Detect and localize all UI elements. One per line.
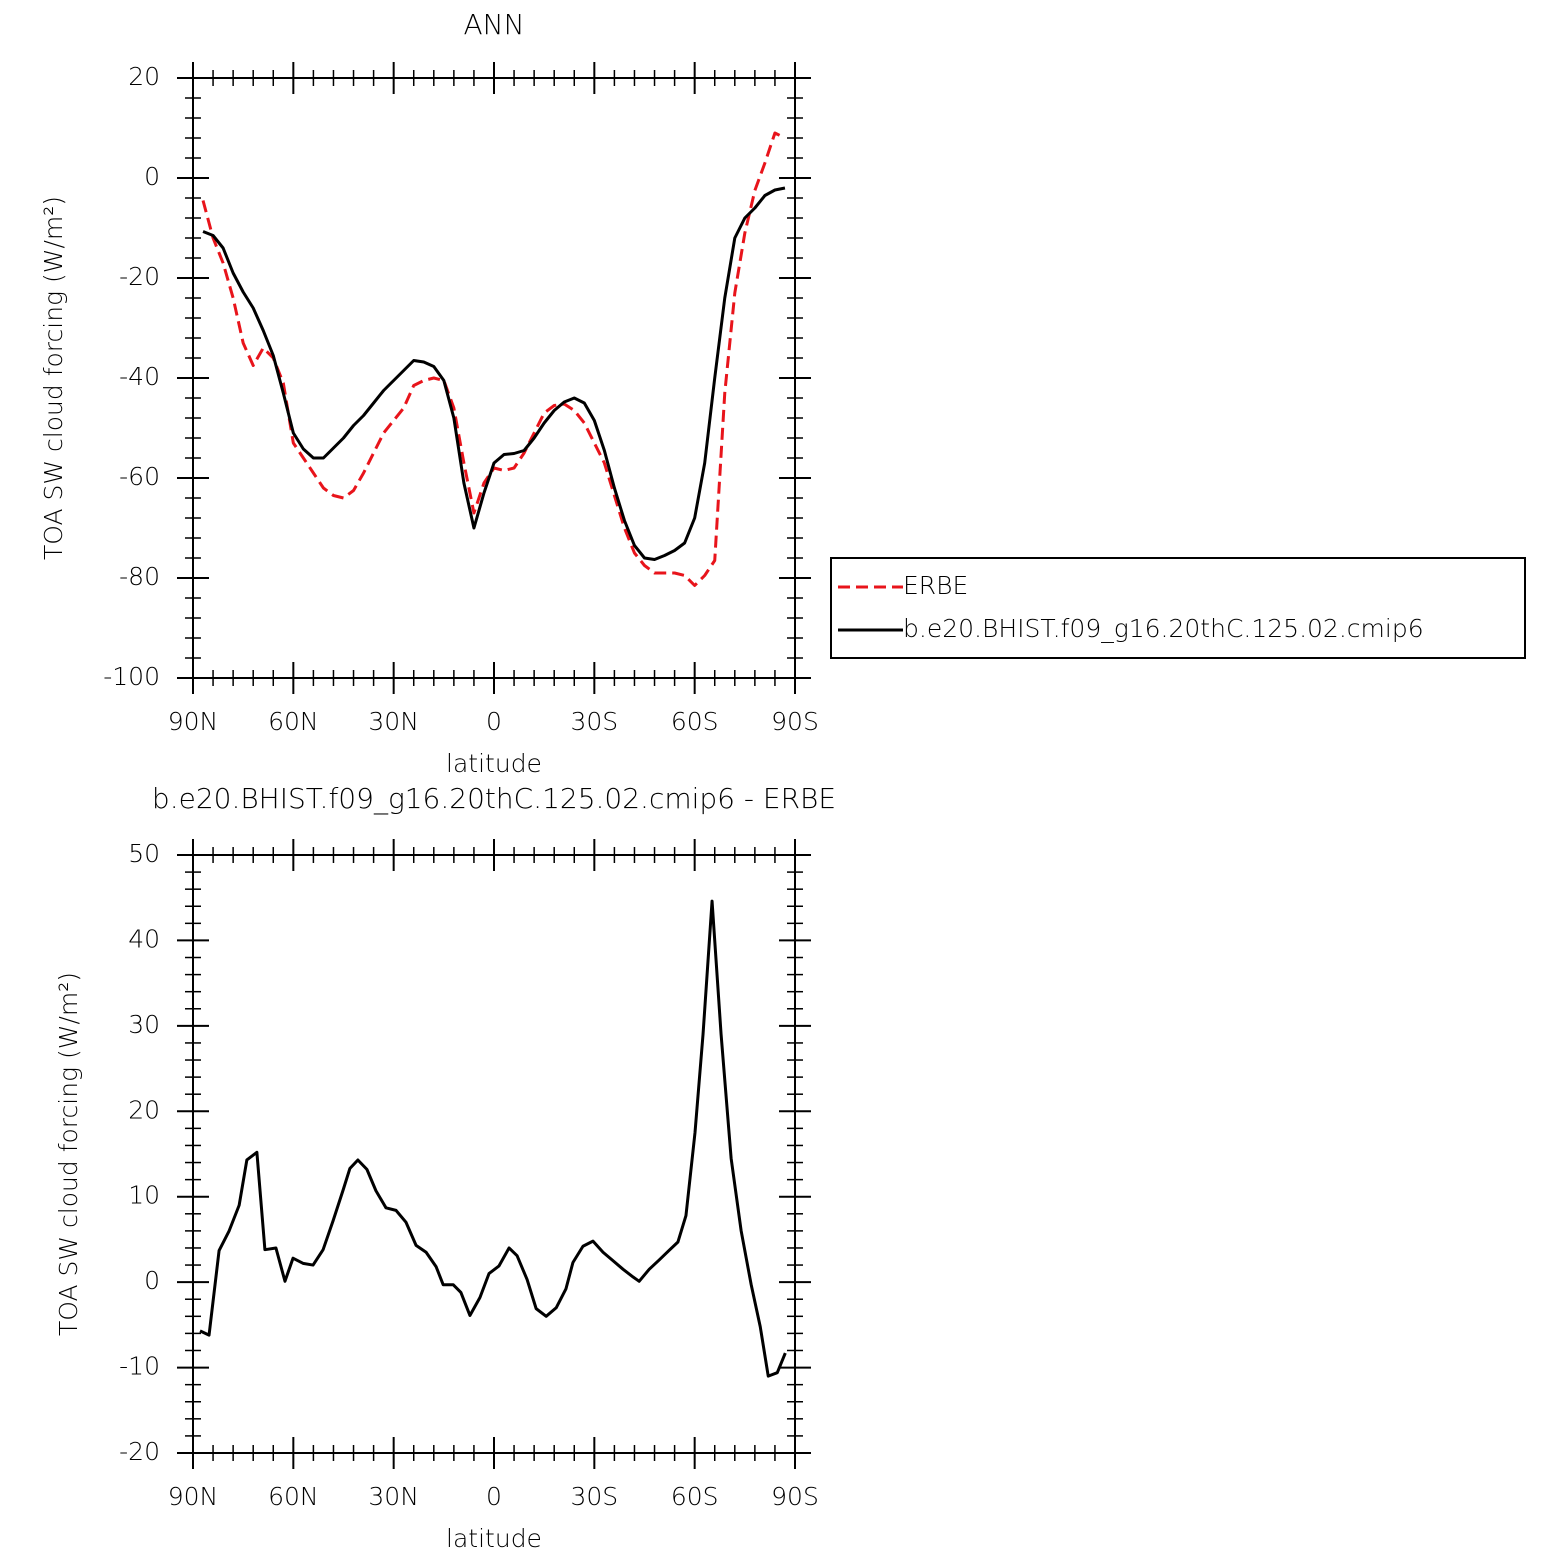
x-tick-label: 60S xyxy=(671,1482,719,1511)
x-tick-label: 30N xyxy=(368,1482,419,1511)
data-line xyxy=(199,899,787,1378)
x-tick-label: 90N xyxy=(168,1482,219,1511)
x-tick-label: 60N xyxy=(268,707,319,736)
y-tick-label: 0 xyxy=(144,162,160,191)
y-axis-title: TOA SW cloud forcing (W/m²) xyxy=(54,972,83,1336)
data-line xyxy=(202,186,786,561)
plot-frame xyxy=(192,77,796,679)
y-tick-label: -20 xyxy=(119,1437,160,1466)
x-axis-title: latitude xyxy=(446,1524,542,1553)
y-tick-label: -20 xyxy=(119,262,160,291)
x-tick-label: 30N xyxy=(368,707,419,736)
x-tick-label: 0 xyxy=(486,1482,502,1511)
y-tick-label: -10 xyxy=(119,1352,160,1381)
y-tick-label: 10 xyxy=(128,1181,160,1210)
plot-frame xyxy=(192,854,796,1454)
data-line xyxy=(201,131,786,587)
chart-title: ANN xyxy=(463,8,524,41)
x-tick-label: 90N xyxy=(168,707,219,736)
y-axis-title: TOA SW cloud forcing (W/m²) xyxy=(39,196,68,560)
y-tick-label: 20 xyxy=(128,1095,160,1124)
x-tick-label: 60N xyxy=(268,1482,319,1511)
y-tick-label: 20 xyxy=(128,62,160,91)
x-tick-label: 30S xyxy=(570,1482,618,1511)
x-axis-title: latitude xyxy=(446,749,542,778)
x-tick-label: 90S xyxy=(771,707,819,736)
x-tick-label: 60S xyxy=(671,707,719,736)
y-tick-label: 0 xyxy=(144,1266,160,1295)
y-tick-label: -100 xyxy=(103,662,160,691)
y-tick-label: -80 xyxy=(119,562,160,591)
legend-label: ERBE xyxy=(903,571,968,600)
y-tick-label: 40 xyxy=(128,924,160,953)
y-tick-label: 30 xyxy=(128,1010,160,1039)
y-tick-label: 50 xyxy=(128,839,160,868)
legend-label: b.e20.BHIST.f09_g16.20thC.125.02.cmip6 xyxy=(903,614,1424,643)
legend-box xyxy=(830,557,1526,659)
x-tick-label: 90S xyxy=(771,1482,819,1511)
x-tick-label: 30S xyxy=(570,707,618,736)
x-tick-label: 0 xyxy=(486,707,502,736)
chart-title: b.e20.BHIST.f09_g16.20thC.125.02.cmip6 -… xyxy=(152,782,836,816)
y-tick-label: -40 xyxy=(119,362,160,391)
y-tick-label: -60 xyxy=(119,462,160,491)
